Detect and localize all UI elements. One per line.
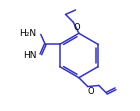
Text: HN: HN: [23, 51, 37, 60]
Text: O: O: [88, 87, 95, 96]
Text: H₂N: H₂N: [19, 29, 36, 38]
Text: O: O: [74, 23, 80, 32]
